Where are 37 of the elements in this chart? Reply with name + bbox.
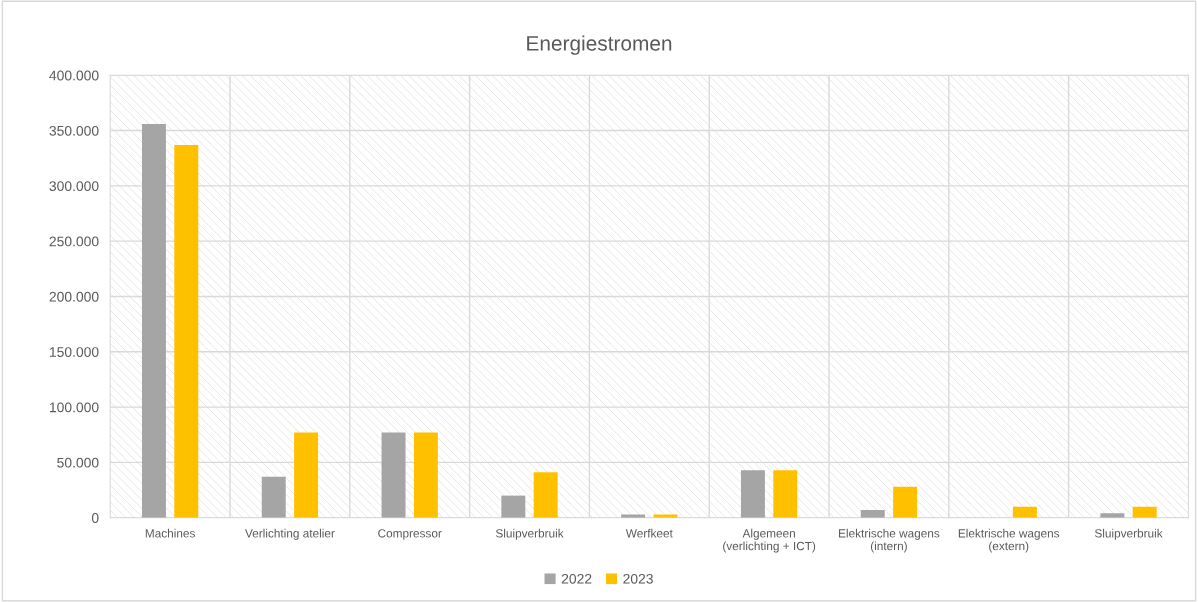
bar (860, 509, 885, 518)
bar (621, 514, 646, 518)
x-tick-label: Werfkeet (625, 528, 673, 538)
bar (893, 486, 918, 518)
bar (141, 123, 166, 518)
bar (413, 432, 438, 518)
bar (1132, 506, 1157, 518)
legend-label: 2022 (561, 573, 592, 584)
bar (773, 470, 798, 518)
y-tick-label: 150.000 (49, 347, 99, 357)
bar (740, 470, 765, 518)
y-tick-label: 0 (91, 513, 99, 523)
x-tick-label: Sluipverbruik (495, 528, 564, 540)
x-tick-label: Machines (145, 528, 195, 538)
y-tick-label: 100.000 (49, 402, 99, 413)
x-tick-label: Elektrische wagens (intern) (839, 528, 940, 553)
y-tick-label: 50.000 (57, 457, 99, 468)
bar (174, 144, 199, 518)
legend-label: 2023 (623, 573, 653, 584)
chart-title: Energiestromen (527, 35, 672, 55)
bar (1012, 506, 1037, 518)
y-tick-label: 200.000 (49, 291, 99, 302)
bar (381, 432, 406, 518)
x-tick-label: Verlichting atelier (245, 528, 335, 540)
bar (294, 432, 319, 518)
y-tick-label: 350.000 (49, 125, 99, 136)
x-tick-label: Algemeen (verlichting + ICT) (723, 528, 816, 553)
x-tick-label: Sluipverbruik (1094, 528, 1163, 540)
bar (1100, 513, 1125, 518)
bar (533, 472, 558, 518)
x-tick-label: Elektrische wagens (extern) (958, 528, 1060, 553)
bar (261, 476, 286, 518)
bar (501, 495, 526, 518)
y-tick-label: 400.000 (49, 70, 99, 81)
x-tick-label: Compressor (378, 529, 442, 540)
y-tick-label: 300.000 (49, 181, 99, 192)
y-tick-label: 250.000 (49, 236, 99, 247)
